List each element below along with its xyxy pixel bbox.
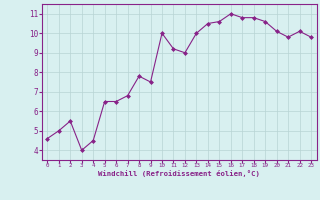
X-axis label: Windchill (Refroidissement éolien,°C): Windchill (Refroidissement éolien,°C) [98,170,260,177]
